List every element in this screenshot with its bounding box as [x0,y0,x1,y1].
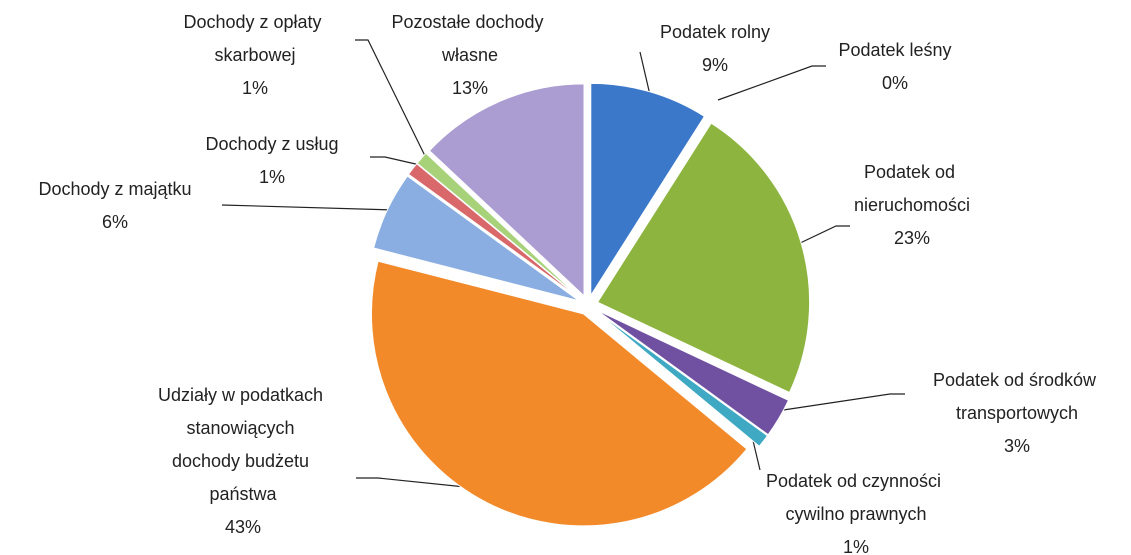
pie-slice [596,309,790,436]
category-label: Dochody z usług [205,134,338,154]
pie-slice [428,83,585,297]
pie-slice [371,260,748,527]
leader-line [795,225,850,246]
leader-line [370,156,421,166]
category-label: Dochody z majątku [38,179,191,199]
pie-slice [590,82,706,298]
pie-slice [407,163,581,300]
value-label: 23% [894,228,930,248]
value-label: 1% [843,537,869,555]
category-label: Pozostałe dochody własne [391,12,548,65]
value-label: 6% [102,212,128,232]
pie-slice [596,122,811,394]
value-label: 0% [882,73,908,93]
category-label: Podatek od środków transportowych [933,370,1101,423]
category-label: Podatek od nieruchomości [854,162,970,215]
category-label: Dochody z opłaty skarbowej [183,12,326,65]
value-label: 9% [702,55,728,75]
pie-slice [416,152,581,299]
leader-line [355,39,429,163]
category-label: Podatek od czynności cywilno prawnych [766,471,946,524]
leader-line [769,393,905,413]
category-label: Udziały w podatkach stanowiących dochody… [158,385,328,504]
leader-line [639,51,651,96]
leader-line [717,65,826,101]
value-label: 13% [452,78,488,98]
value-label: 1% [242,78,268,98]
leader-line [221,204,396,211]
category-label: Podatek leśny [838,40,951,60]
pie-slice [595,310,769,447]
category-label: Podatek rolny [660,22,770,42]
value-label: 1% [259,167,285,187]
leader-lines [221,39,905,489]
value-label: 3% [1004,436,1030,456]
value-label: 43% [225,517,261,537]
pie [371,82,811,527]
pie-slice [373,175,580,302]
leader-line [356,477,476,489]
